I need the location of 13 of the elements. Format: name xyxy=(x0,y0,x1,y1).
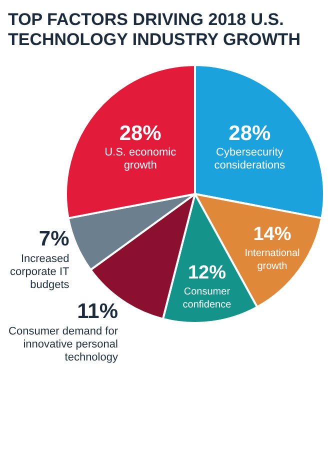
data-label: 28% xyxy=(119,122,162,146)
data-label: 12% xyxy=(188,262,226,284)
slice-label: Cybersecurity considerations xyxy=(214,146,286,172)
data-label: 11% xyxy=(77,300,118,324)
data-label: 28% xyxy=(228,122,272,146)
data-label: 14% xyxy=(253,224,292,245)
data-label: 7% xyxy=(38,228,70,251)
slice-label: U.S. economic growth xyxy=(104,146,177,172)
slice-label: International growth xyxy=(244,248,300,272)
slice-label: Consumer confidence xyxy=(182,286,232,310)
slice-label: Consumer demand for innovative personal technology xyxy=(8,325,118,364)
slice-label: Increased corporate IT budgets xyxy=(10,252,70,291)
chart-title: TOP FACTORS DRIVING 2018 U.S. TECHNOLOGY INDUSTRY GROWTH xyxy=(8,10,302,50)
